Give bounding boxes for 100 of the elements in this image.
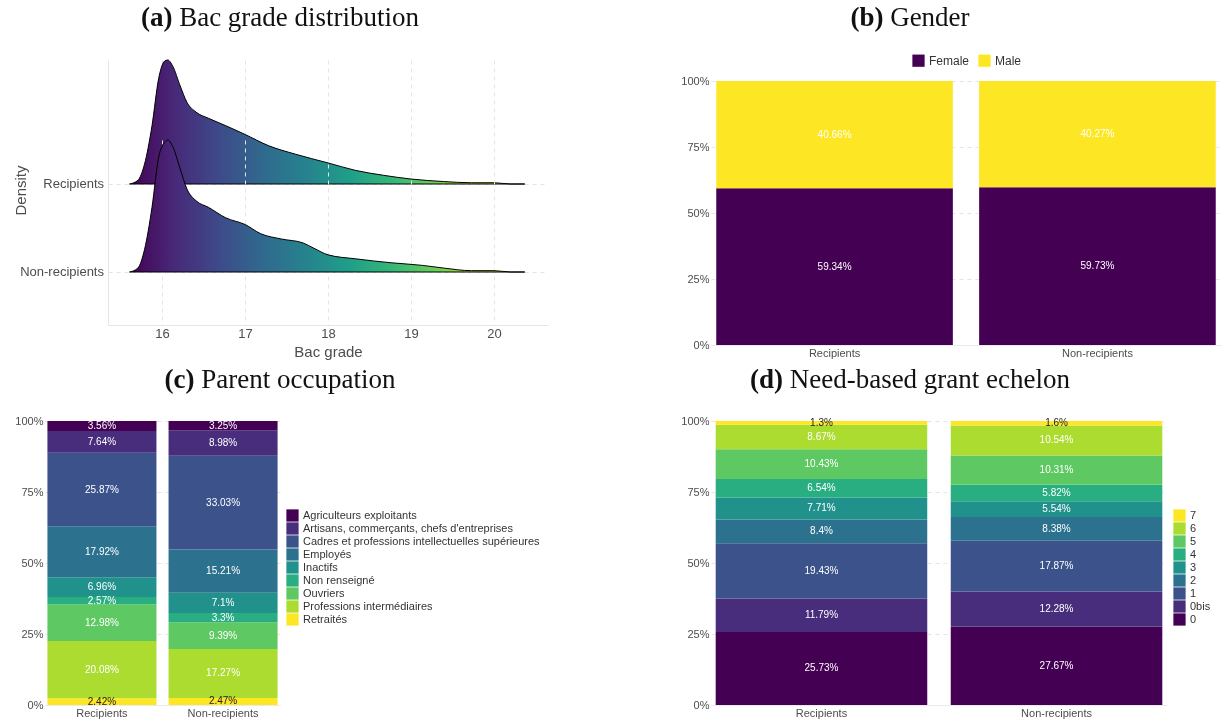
data-label: 17.27% — [206, 667, 241, 679]
x-tick-label: Non-recipients — [1021, 706, 1093, 719]
data-label: 3.56% — [87, 420, 117, 432]
bar — [47, 452, 157, 527]
data-label: 59.73% — [1080, 260, 1115, 272]
y-tick-label: 50% — [21, 556, 44, 569]
data-label: 15.21% — [206, 565, 241, 577]
data-label: 25.73% — [804, 662, 839, 674]
legend-label: 4 — [1190, 547, 1197, 560]
data-label: 10.43% — [804, 458, 839, 470]
y-tick-label: 0% — [27, 698, 44, 711]
data-label: 3.25% — [208, 419, 238, 431]
x-tick-label: 17 — [238, 325, 253, 341]
bar — [715, 478, 928, 498]
x-tick-label: 18 — [321, 325, 336, 341]
data-label: 17.87% — [1039, 560, 1074, 572]
bar — [950, 484, 1163, 502]
data-label: 7.1% — [211, 596, 235, 608]
bar — [168, 592, 278, 613]
bar — [715, 449, 928, 479]
y-tick-label: 100% — [15, 414, 44, 427]
y-tick-label: 0% — [693, 698, 710, 711]
legend-label: Inactifs — [303, 560, 339, 573]
data-label: 25.87% — [84, 483, 119, 495]
y-tick-label: 25% — [687, 627, 710, 640]
data-label: 12.98% — [84, 616, 119, 628]
data-label: 2.47% — [208, 695, 238, 707]
bar — [979, 81, 1216, 188]
y-tick-label: 0% — [693, 338, 710, 351]
bar — [950, 501, 1163, 517]
bar — [47, 604, 157, 642]
bar — [168, 549, 278, 593]
x-tick-label: 16 — [155, 325, 170, 341]
data-label: 20.08% — [84, 663, 119, 675]
bar — [168, 455, 278, 550]
data-label: 10.54% — [1039, 434, 1074, 446]
x-tick-label: Recipients — [795, 706, 848, 719]
bar — [950, 425, 1163, 456]
y-tick-label: 25% — [687, 272, 710, 285]
data-label: 2.57% — [87, 594, 117, 606]
data-label: 8.38% — [1042, 522, 1071, 534]
y-tick-label: 25% — [21, 627, 44, 640]
legend-label: Cadres et professions intellectuelles supérieures — [303, 534, 541, 547]
data-label: 12.28% — [1039, 602, 1074, 614]
legend-label: 1 — [1190, 586, 1197, 599]
bar — [47, 577, 157, 597]
data-label: 33.03% — [206, 496, 241, 508]
series-label: Non-recipients — [20, 264, 105, 279]
y-tick-label: 100% — [681, 414, 710, 427]
data-label: 5.82% — [1042, 486, 1071, 498]
bar — [168, 622, 278, 649]
x-tick-label: 19 — [404, 325, 419, 341]
bar — [950, 626, 1163, 705]
data-label: 8.4% — [810, 525, 833, 537]
legend-label: 3 — [1190, 560, 1197, 573]
data-label: 3.3% — [211, 611, 235, 623]
legend-label: 5 — [1190, 534, 1197, 547]
bar — [715, 598, 928, 632]
y-tick-label: 50% — [687, 556, 710, 569]
y-axis-title: Density — [11, 165, 29, 216]
data-label: 8.98% — [208, 436, 238, 448]
data-label: 6.54% — [807, 482, 836, 494]
data-label: 7.71% — [807, 502, 836, 514]
legend-label: Male — [995, 53, 1022, 68]
legend-label: Artisans, commerçants, chefs d'entreprises — [303, 521, 514, 534]
series-label: Recipients — [43, 176, 105, 191]
data-label: 5.54% — [1042, 503, 1071, 515]
legend-label: Female — [929, 53, 970, 68]
y-tick-label: 75% — [687, 140, 710, 153]
bar — [950, 516, 1163, 541]
y-tick-label: 75% — [687, 485, 710, 498]
y-tick-label: 75% — [21, 485, 44, 498]
bar — [715, 424, 928, 450]
bar — [979, 187, 1216, 345]
data-label: 8.67% — [807, 431, 836, 442]
data-label: 17.92% — [84, 545, 119, 557]
data-label: 59.34% — [817, 260, 852, 272]
data-label: 19.43% — [804, 564, 839, 576]
legend-label: 2 — [1190, 573, 1197, 586]
bar — [47, 526, 157, 578]
data-label: 40.66% — [817, 128, 852, 140]
x-tick-label: 20 — [487, 325, 502, 341]
bar — [715, 631, 928, 705]
bar — [47, 431, 157, 453]
legend-label: Professions intermédiaires — [303, 599, 434, 612]
legend-label: Non renseigné — [303, 573, 375, 586]
legend-label: 0bis — [1190, 599, 1211, 612]
data-label: 2.42% — [87, 695, 117, 707]
legend-label: 6 — [1190, 521, 1197, 534]
bar — [715, 519, 928, 544]
legend-label: 0 — [1190, 612, 1197, 625]
data-label: 10.31% — [1039, 464, 1074, 476]
data-label: 7.64% — [87, 435, 117, 447]
data-label: 6.96% — [87, 581, 117, 593]
chart-title: (b) Gender — [850, 2, 970, 33]
bar — [168, 648, 278, 698]
x-tick-label: Recipients — [76, 706, 129, 719]
y-tick-label: 50% — [687, 206, 710, 219]
x-axis-title: Bac grade — [294, 342, 363, 360]
bar — [716, 188, 953, 345]
